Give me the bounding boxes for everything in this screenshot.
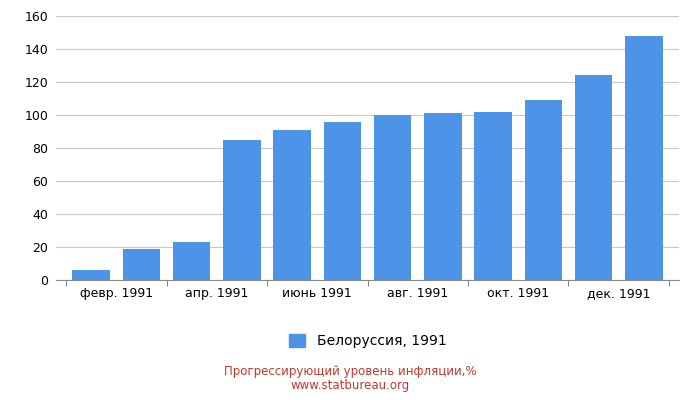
Bar — [72, 270, 110, 280]
Bar — [424, 113, 462, 280]
Bar — [625, 36, 663, 280]
Bar — [122, 249, 160, 280]
Legend: Белоруссия, 1991: Белоруссия, 1991 — [288, 334, 447, 348]
Bar — [173, 242, 211, 280]
Bar — [475, 112, 512, 280]
Bar — [575, 75, 612, 280]
Bar — [524, 100, 562, 280]
Text: www.statbureau.org: www.statbureau.org — [290, 379, 410, 392]
Bar — [323, 122, 361, 280]
Bar — [273, 130, 311, 280]
Bar — [223, 140, 260, 280]
Text: Прогрессирующий уровень инфляции,%: Прогрессирующий уровень инфляции,% — [224, 365, 476, 378]
Bar — [374, 115, 412, 280]
